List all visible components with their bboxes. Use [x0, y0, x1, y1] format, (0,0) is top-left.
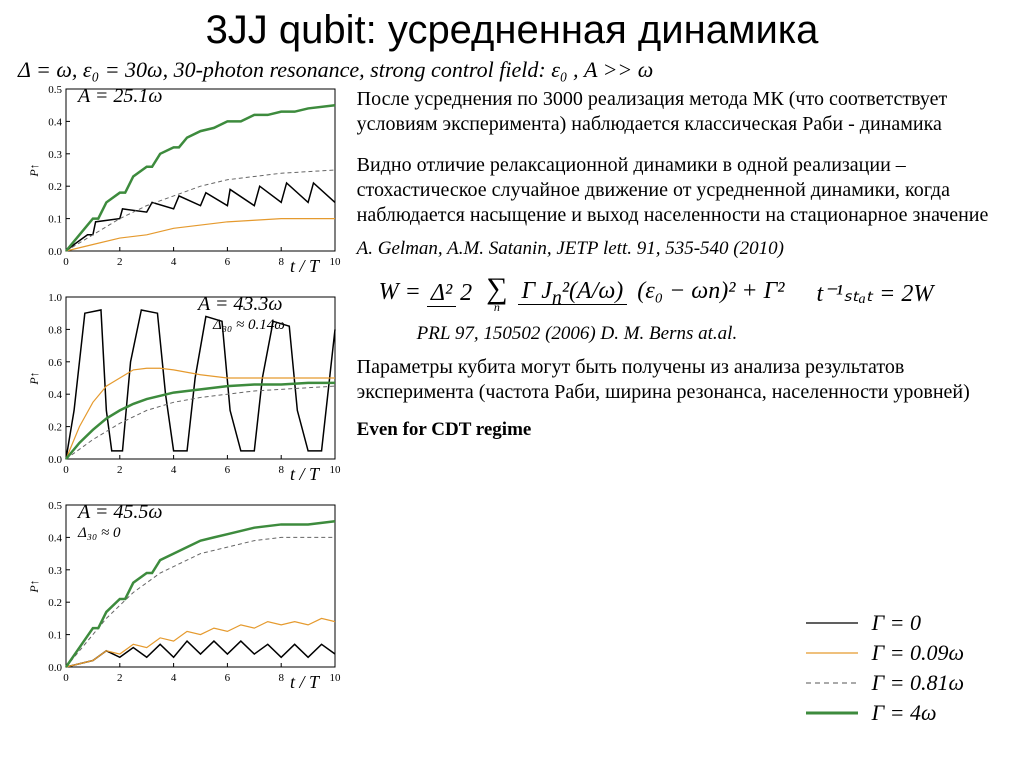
svg-text:10: 10	[330, 464, 342, 476]
svg-text:0.4: 0.4	[48, 389, 62, 401]
svg-text:8: 8	[278, 256, 284, 268]
paragraph-3: Параметры кубита могут быть получены из …	[357, 355, 1024, 405]
svg-text:4: 4	[171, 672, 177, 684]
svg-text:P↑: P↑	[28, 371, 41, 385]
svg-text:0.4: 0.4	[48, 532, 62, 544]
paragraph-1: После усреднения по 3000 реализация мето…	[357, 87, 1024, 137]
svg-text:0.3: 0.3	[48, 565, 62, 577]
page-title: 3JJ qubit: усредненная динамика	[0, 0, 1024, 53]
svg-text:0.1: 0.1	[48, 630, 62, 642]
svg-text:P↑: P↑	[28, 579, 41, 593]
svg-text:6: 6	[225, 464, 231, 476]
legend-swatch	[804, 612, 860, 634]
svg-text:2: 2	[117, 256, 123, 268]
legend-label: Γ = 4ω	[872, 700, 937, 726]
svg-text:8: 8	[278, 464, 284, 476]
svg-text:10: 10	[330, 672, 342, 684]
legend-label: Γ = 0.09ω	[872, 640, 964, 666]
citation-1: A. Gelman, A.M. Satanin, JETP lett. 91, …	[357, 238, 1024, 260]
svg-text:0: 0	[63, 672, 69, 684]
svg-text:0.5: 0.5	[48, 84, 62, 96]
legend-row: Γ = 0.09ω	[804, 638, 964, 668]
chart-3: A = 45.5ω Δ₃₀ ≈ 0 t / T 02468100.00.10.2…	[28, 499, 343, 689]
svg-text:0.3: 0.3	[48, 149, 62, 161]
svg-text:0.1: 0.1	[48, 214, 62, 226]
legend-row: Γ = 4ω	[804, 698, 964, 728]
charts-column: A = 25.1ω t / T 02468100.00.10.20.30.40.…	[0, 83, 345, 707]
chart-2: A = 43.3ω Δ₃₀ ≈ 0.14ω t / T 02468100.00.…	[28, 291, 343, 481]
svg-text:P↑: P↑	[28, 163, 41, 177]
chart-1: A = 25.1ω t / T 02468100.00.10.20.30.40.…	[28, 83, 343, 273]
cdt-note: Even for CDT regime	[357, 419, 1024, 441]
legend-row: Γ = 0.81ω	[804, 668, 964, 698]
svg-text:0.8: 0.8	[48, 324, 62, 336]
svg-text:0.4: 0.4	[48, 116, 62, 128]
svg-text:0: 0	[63, 256, 69, 268]
svg-text:2: 2	[117, 464, 123, 476]
svg-text:0: 0	[63, 464, 69, 476]
svg-text:0.5: 0.5	[48, 500, 62, 512]
svg-text:0.2: 0.2	[48, 422, 62, 434]
legend-swatch	[804, 672, 860, 694]
svg-text:6: 6	[225, 672, 231, 684]
svg-text:8: 8	[278, 672, 284, 684]
svg-text:0.6: 0.6	[48, 357, 62, 369]
svg-text:0.0: 0.0	[48, 662, 62, 674]
svg-text:6: 6	[225, 256, 231, 268]
svg-text:0.0: 0.0	[48, 246, 62, 258]
svg-text:2: 2	[117, 672, 123, 684]
legend: Γ = 0 Γ = 0.09ω Γ = 0.81ω Γ = 4ω	[804, 608, 964, 728]
equation-W: W = Δ²2 ∑n Γ Jn²(A/ω) (ε₀ − ωn)² + Γ² t⁻…	[379, 272, 1024, 315]
svg-text:4: 4	[171, 256, 177, 268]
svg-text:1.0: 1.0	[48, 292, 62, 304]
svg-text:4: 4	[171, 464, 177, 476]
formula-top: Δ = ω, ε₀ = 30ω, 30-photon resonance, st…	[0, 57, 1024, 83]
eq-W-lhs: W =	[379, 279, 427, 305]
legend-swatch	[804, 702, 860, 724]
paragraph-2: Видно отличие релаксационной динамики в …	[357, 153, 1024, 228]
svg-text:10: 10	[330, 256, 342, 268]
svg-text:0.2: 0.2	[48, 597, 62, 609]
citation-2: PRL 97, 150502 (2006) D. M. Berns at.al.	[417, 323, 1024, 345]
legend-label: Γ = 0	[872, 610, 921, 636]
svg-text:0.0: 0.0	[48, 454, 62, 466]
eq-t-stat: t⁻¹ₛₜₐₜ = 2W	[816, 279, 933, 308]
svg-text:0.2: 0.2	[48, 181, 62, 193]
legend-label: Γ = 0.81ω	[872, 670, 964, 696]
legend-row: Γ = 0	[804, 608, 964, 638]
legend-swatch	[804, 642, 860, 664]
